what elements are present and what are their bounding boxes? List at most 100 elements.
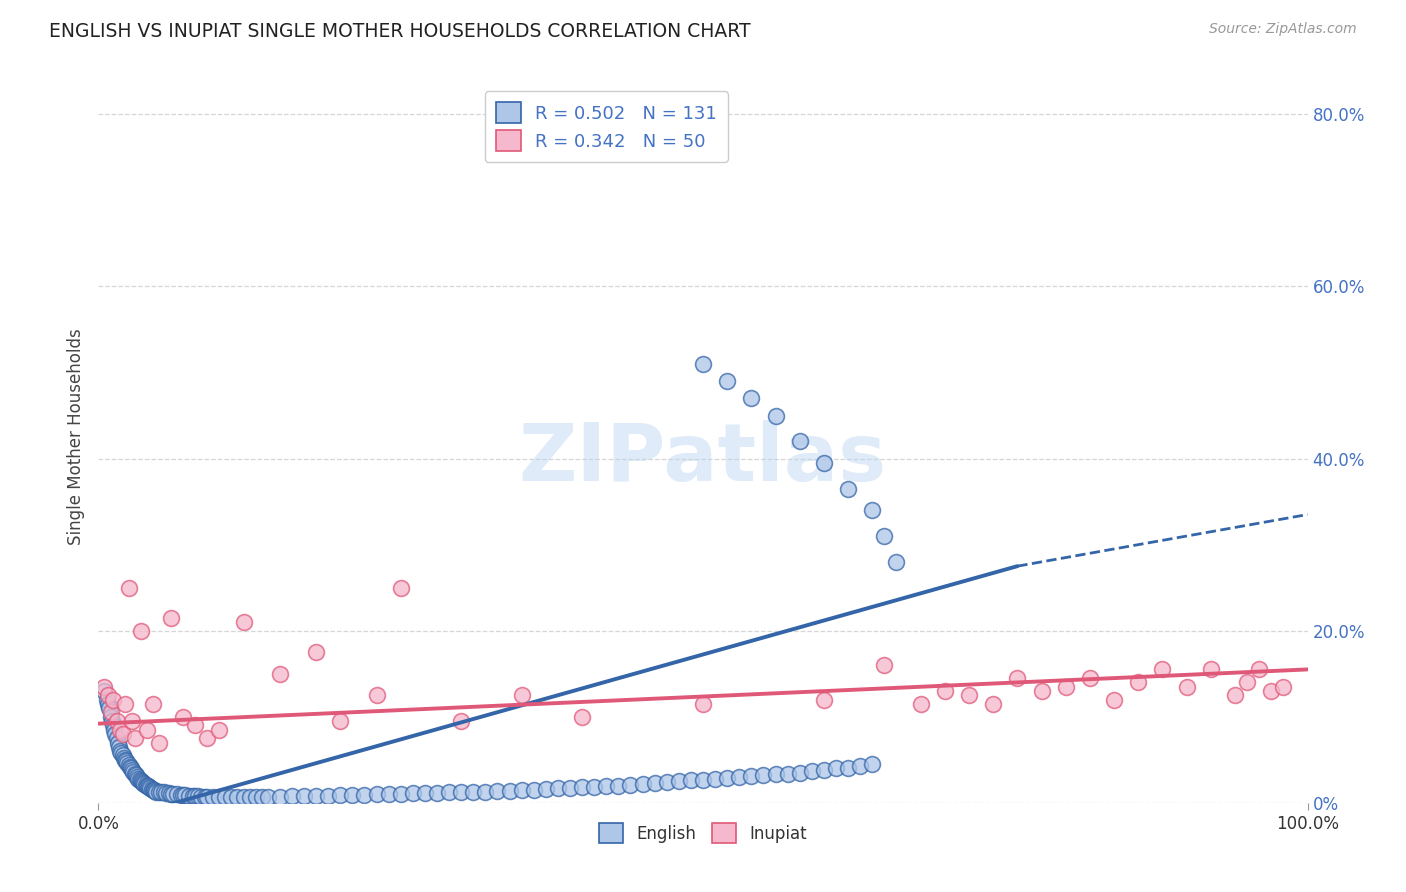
Point	[93, 684, 115, 698]
Point	[97, 688, 120, 702]
Point	[873, 658, 896, 673]
Point	[187, 789, 209, 803]
Point	[668, 774, 690, 789]
Point	[571, 710, 593, 724]
Point	[644, 776, 666, 790]
Point	[214, 789, 236, 804]
Point	[269, 666, 291, 681]
Point	[366, 787, 388, 801]
Point	[172, 710, 194, 724]
Point	[117, 756, 139, 771]
Point	[873, 529, 896, 543]
Point	[413, 786, 436, 800]
Point	[1199, 662, 1222, 676]
Point	[128, 773, 150, 788]
Point	[547, 781, 569, 796]
Text: Source: ZipAtlas.com: Source: ZipAtlas.com	[1209, 22, 1357, 37]
Point	[148, 784, 170, 798]
Point	[1078, 671, 1101, 685]
Point	[142, 783, 165, 797]
Point	[162, 787, 184, 801]
Point	[101, 692, 124, 706]
Point	[813, 456, 835, 470]
Point	[107, 735, 129, 749]
Point	[1007, 671, 1029, 685]
Point	[136, 780, 159, 794]
Point	[860, 503, 883, 517]
Point	[426, 786, 449, 800]
Point	[108, 723, 131, 737]
Point	[886, 555, 908, 569]
Point	[849, 759, 872, 773]
Point	[169, 788, 191, 802]
Point	[510, 688, 533, 702]
Point	[239, 789, 262, 804]
Point	[103, 723, 125, 737]
Point	[740, 392, 762, 406]
Point	[498, 783, 520, 797]
Point	[692, 772, 714, 787]
Point	[108, 739, 131, 754]
Point	[292, 789, 315, 803]
Point	[100, 714, 122, 728]
Point	[111, 727, 134, 741]
Point	[1272, 680, 1295, 694]
Point	[127, 770, 149, 784]
Point	[221, 789, 243, 804]
Point	[353, 788, 375, 802]
Point	[96, 692, 118, 706]
Point	[132, 776, 155, 790]
Point	[131, 775, 153, 789]
Point	[1102, 692, 1125, 706]
Point	[184, 718, 207, 732]
Point	[486, 783, 509, 797]
Point	[269, 789, 291, 804]
Point	[104, 727, 127, 741]
Point	[121, 763, 143, 777]
Point	[704, 772, 727, 786]
Point	[716, 771, 738, 785]
Text: ENGLISH VS INUPIAT SINGLE MOTHER HOUSEHOLDS CORRELATION CHART: ENGLISH VS INUPIAT SINGLE MOTHER HOUSEHO…	[49, 22, 751, 41]
Point	[181, 789, 204, 803]
Point	[1128, 675, 1150, 690]
Point	[122, 764, 145, 779]
Point	[342, 788, 364, 802]
Point	[316, 789, 339, 803]
Point	[100, 710, 122, 724]
Point	[166, 787, 188, 801]
Point	[583, 780, 606, 795]
Point	[208, 723, 231, 737]
Point	[125, 768, 148, 782]
Point	[789, 765, 811, 780]
Point	[114, 697, 136, 711]
Point	[120, 761, 142, 775]
Point	[837, 482, 859, 496]
Point	[250, 789, 273, 804]
Point	[776, 766, 799, 780]
Point	[172, 788, 194, 802]
Point	[716, 374, 738, 388]
Point	[105, 714, 128, 728]
Point	[111, 748, 134, 763]
Point	[139, 781, 162, 796]
Point	[1223, 688, 1246, 702]
Point	[1031, 684, 1053, 698]
Point	[679, 773, 702, 788]
Point	[910, 697, 932, 711]
Point	[143, 783, 166, 797]
Point	[813, 692, 835, 706]
Point	[112, 751, 135, 765]
Point	[190, 789, 212, 804]
Point	[105, 731, 128, 746]
Point	[692, 357, 714, 371]
Point	[1260, 684, 1282, 698]
Legend: English, Inupiat: English, Inupiat	[592, 817, 814, 849]
Point	[134, 777, 156, 791]
Point	[202, 789, 225, 804]
Point	[329, 788, 352, 802]
Point	[150, 785, 173, 799]
Text: ZIPatlas: ZIPatlas	[519, 420, 887, 498]
Point	[129, 774, 152, 789]
Point	[1175, 680, 1198, 694]
Point	[1249, 662, 1271, 676]
